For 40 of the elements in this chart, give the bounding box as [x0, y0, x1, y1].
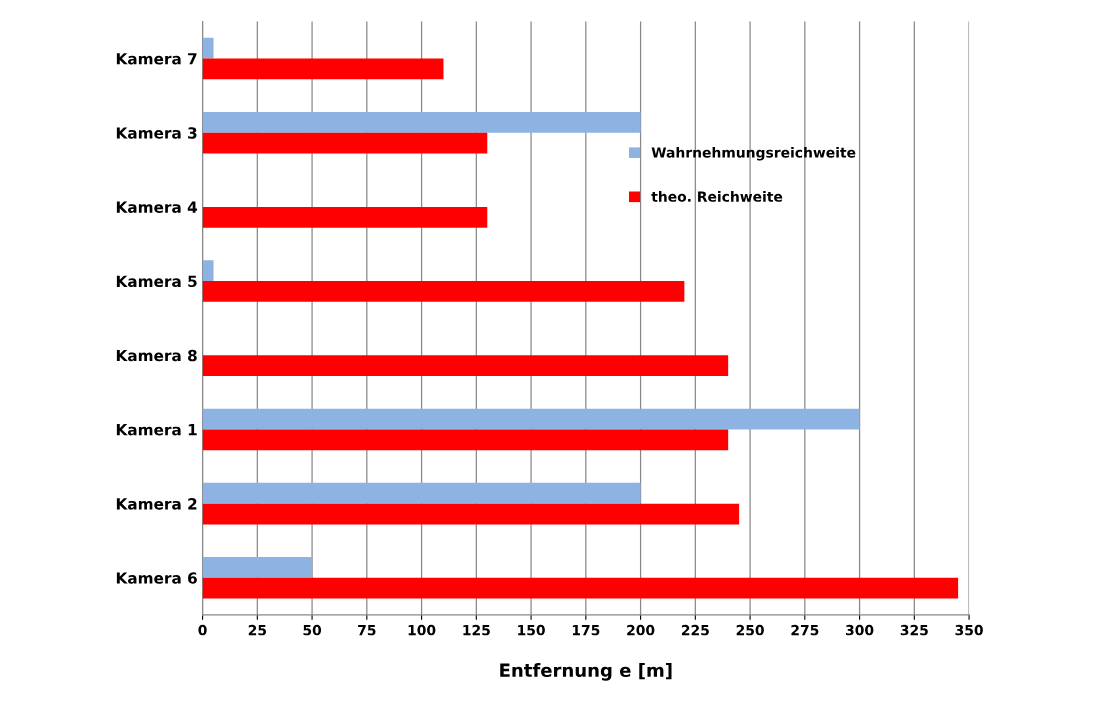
x-tick-label: 125	[463, 624, 490, 636]
x-tick-label: 200	[627, 624, 655, 636]
y-tick-label: Kamera 8	[116, 349, 197, 362]
y-tick-label: Kamera 4	[116, 201, 198, 213]
x-tick-label: 100	[408, 624, 436, 636]
y-tick-label: Kamera 7	[116, 53, 197, 65]
x-tick-label: 0	[198, 624, 207, 636]
y-tick-label: Kamera 3	[116, 127, 197, 139]
bar	[202, 557, 313, 578]
bar	[202, 281, 685, 302]
x-tick-label: 225	[681, 624, 709, 636]
bar	[202, 111, 641, 133]
legend-label: theo. Reichweite	[651, 191, 783, 202]
bar	[202, 503, 740, 525]
bar	[202, 37, 214, 59]
y-tick-label: Kamera 6	[116, 572, 197, 584]
bar	[202, 260, 214, 282]
bar	[202, 58, 444, 80]
y-tick-label: Kamera 1	[116, 424, 197, 436]
bar	[202, 482, 641, 504]
x-tick-label: 150	[518, 624, 545, 636]
y-tick-label: Kamera 2	[116, 498, 197, 510]
x-tick-label: 325	[900, 624, 928, 636]
x-tick-label: 25	[248, 624, 267, 636]
x-tick-label: 75	[358, 625, 376, 636]
x-tick-label: 50	[303, 624, 322, 636]
y-tick-label: Kamera 5	[116, 275, 197, 288]
legend-label: Wahrnehmungsreichweite	[651, 146, 856, 161]
bar	[202, 577, 959, 599]
bar	[202, 429, 729, 451]
x-tick-label: 275	[791, 624, 819, 636]
bar	[202, 355, 729, 377]
bar	[202, 132, 488, 154]
x-tick-label: 300	[846, 624, 874, 636]
x-tick-label: 250	[736, 624, 764, 636]
bar	[202, 408, 860, 430]
x-tick-label: 175	[572, 625, 600, 636]
x-axis-title: Entfernung e [m]	[500, 663, 672, 681]
bar	[202, 206, 488, 228]
x-tick-label: 350	[955, 624, 983, 636]
